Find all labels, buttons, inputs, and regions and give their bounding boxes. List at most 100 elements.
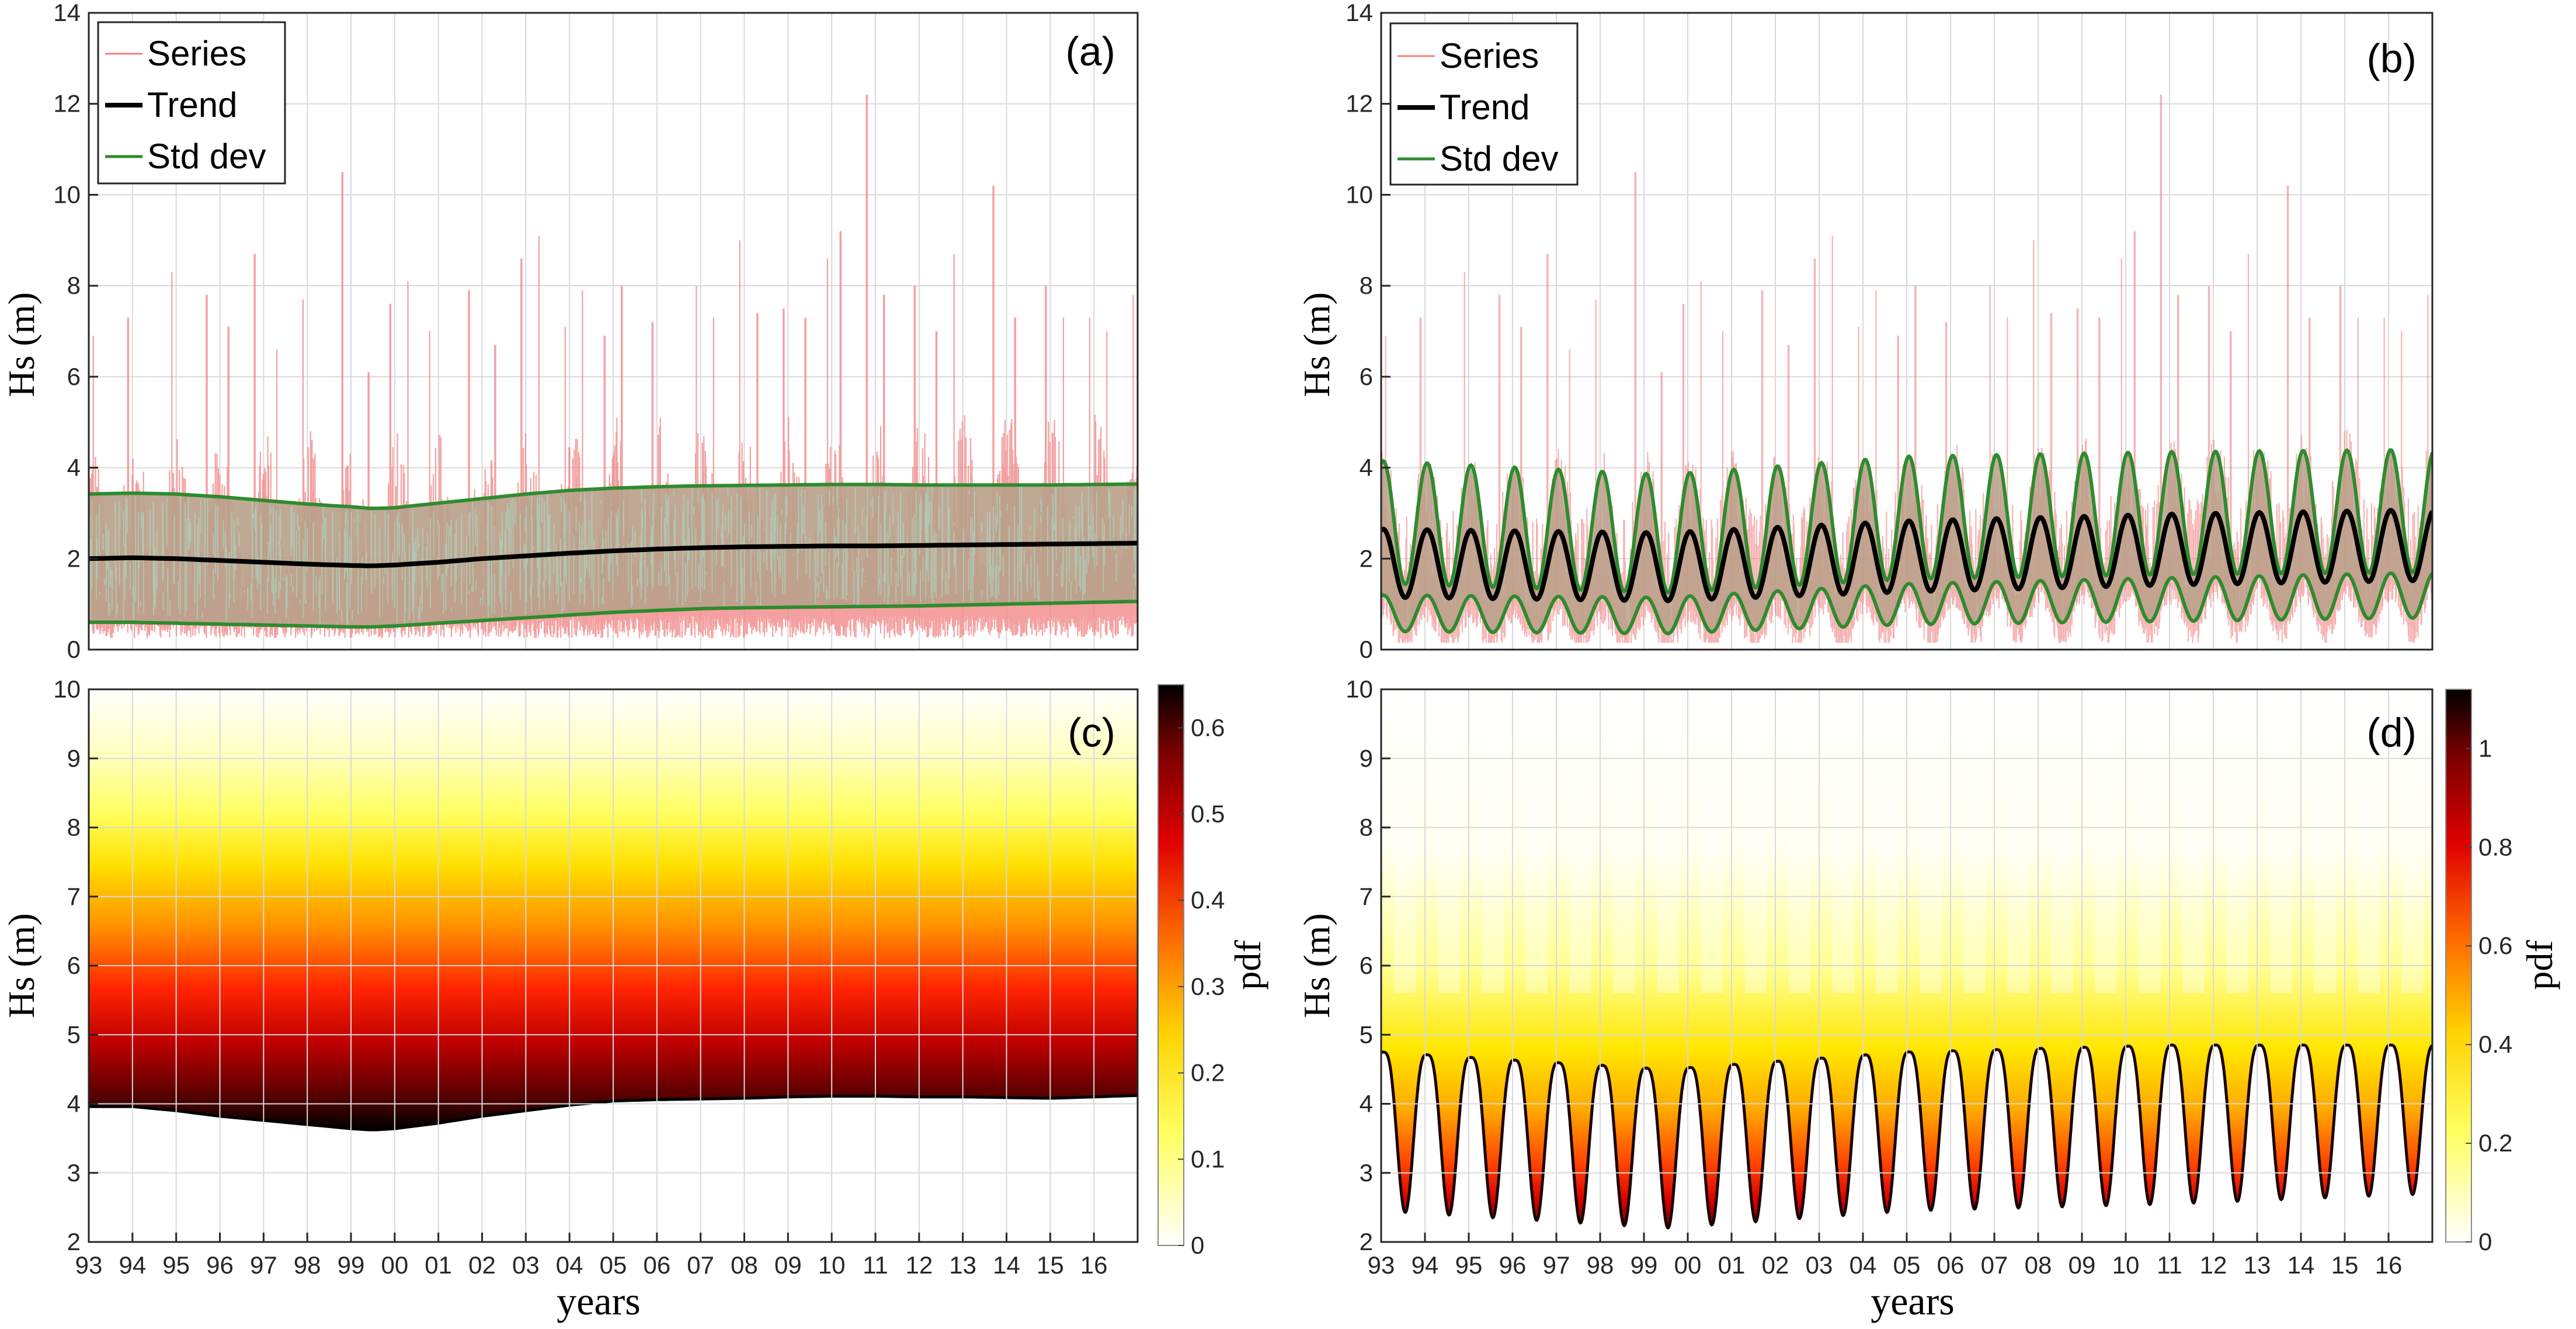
x-tick-label: 16 — [1080, 1251, 1108, 1279]
y-tick-label: 6 — [1360, 363, 1373, 390]
y-tick-label: 2 — [67, 544, 81, 572]
y-tick-label: 2 — [67, 1228, 81, 1255]
x-tick-label: 11 — [863, 1251, 888, 1279]
summer-stripe — [1569, 689, 1591, 994]
x-tick-label: 11 — [2157, 1251, 2182, 1279]
panel-b-stddev-lower-line — [1381, 571, 2432, 636]
summer-stripe — [1482, 689, 1504, 994]
y-tick-label: 0 — [1360, 636, 1373, 663]
x-tick-label: 01 — [1718, 1251, 1746, 1279]
panel-d-y-ticks: 2 3 4 5 6 7 8 9 10 — [1346, 675, 1390, 1255]
x-tick-label: 04 — [556, 1251, 583, 1279]
panel-b-y-ticks: 0 2 4 6 8 10 12 14 — [1346, 0, 1390, 663]
colorbar-tick-label: 0.6 — [1191, 714, 1225, 741]
x-tick-label: 13 — [2244, 1251, 2271, 1279]
x-tick-label: 03 — [1806, 1251, 1833, 1279]
panel-d-ylabel: Hs (m) — [1296, 913, 1337, 1018]
colorbar-tick-label: 0 — [2478, 1228, 2492, 1255]
colorbar-tick-label: 0.4 — [2478, 1030, 2512, 1058]
panel-a-stddev-upper-line — [89, 482, 1138, 511]
x-tick-label: 02 — [468, 1251, 496, 1279]
x-tick-label: 03 — [512, 1251, 540, 1279]
x-tick-label: 16 — [2375, 1251, 2403, 1279]
x-tick-label: 99 — [1631, 1251, 1658, 1279]
panel-b-stddev-upper-line — [1381, 448, 2432, 595]
x-tick-label: 04 — [1850, 1251, 1877, 1279]
summer-stripe — [2401, 689, 2424, 994]
y-tick-label: 4 — [1360, 1090, 1373, 1118]
y-tick-label: 12 — [53, 90, 81, 117]
x-tick-label: 12 — [2200, 1251, 2227, 1279]
y-tick-label: 8 — [67, 814, 81, 841]
legend-series-label: Series — [1440, 36, 1539, 75]
y-tick-label: 5 — [67, 1021, 81, 1048]
panel-c-ylabel: Hs (m) — [1, 913, 42, 1018]
y-tick-label: 12 — [1346, 90, 1373, 117]
x-tick-label: 96 — [206, 1251, 234, 1279]
colorbar-tick-label: 0.2 — [2478, 1129, 2512, 1157]
legend-stddev-label: Std dev — [1440, 139, 1558, 178]
summer-stripe — [1701, 689, 1723, 994]
x-tick-label: 93 — [75, 1251, 103, 1279]
panel-d-colorbar — [2445, 689, 2472, 1243]
panel-b-stddev-band — [1381, 450, 2432, 634]
colorbar-tick-label: 0.5 — [1191, 800, 1225, 828]
summer-stripe — [1920, 689, 1942, 994]
panel-d-x-ticks: 93 94 95 96 97 98 99 00 01 02 03 04 05 06 07 08 09 10 11 12… — [1368, 1233, 2403, 1279]
panel-d-colorbar-label: pdf — [2519, 940, 2560, 990]
x-tick-label: 97 — [250, 1251, 277, 1279]
y-tick-label: 6 — [67, 363, 81, 390]
summer-stripe — [1963, 689, 1986, 994]
x-tick-label: 05 — [600, 1251, 627, 1279]
panel-d-grid — [1381, 689, 2432, 1243]
panel-a-ylabel: Hs (m) — [1, 292, 42, 397]
x-tick-label: 08 — [2025, 1251, 2052, 1279]
y-tick-label: 2 — [1360, 544, 1373, 572]
x-tick-label: 96 — [1499, 1251, 1527, 1279]
x-tick-label: 02 — [1762, 1251, 1789, 1279]
panel-b-trend-line — [1381, 508, 2432, 603]
x-tick-label: 06 — [643, 1251, 670, 1279]
y-tick-label: 14 — [1346, 0, 1373, 26]
y-tick-label: 3 — [67, 1159, 81, 1186]
x-tick-label: 07 — [1981, 1251, 2008, 1279]
panel-d-xlabel: years — [1871, 1279, 1954, 1323]
x-tick-label: 09 — [2069, 1251, 2096, 1279]
legend-series-label: Series — [147, 34, 246, 73]
x-tick-label: 15 — [1037, 1251, 1064, 1279]
y-tick-label: 14 — [53, 0, 81, 26]
y-tick-label: 10 — [1346, 181, 1373, 208]
panel-a-y-ticks: 0 2 4 6 8 10 12 14 — [53, 0, 98, 663]
summer-stripe — [2358, 689, 2380, 994]
x-tick-label: 00 — [1674, 1251, 1702, 1279]
panel-a-label: (a) — [1065, 29, 1115, 74]
x-tick-label: 05 — [1893, 1251, 1921, 1279]
panel-b-ylabel: Hs (m) — [1296, 292, 1337, 397]
y-tick-label: 4 — [67, 454, 81, 481]
summer-stripe — [1832, 689, 1854, 994]
band-noise — [89, 484, 1138, 626]
y-tick-label: 6 — [1360, 952, 1373, 979]
legend-trend-label: Trend — [1440, 88, 1530, 127]
panel-a-stddev-lower-line — [89, 599, 1138, 629]
y-tick-label: 2 — [1360, 1228, 1373, 1255]
x-tick-label: 14 — [2288, 1251, 2315, 1279]
panel-d-colorbar-ticks: 0 0.2 0.4 0.6 0.8 1 — [2466, 734, 2512, 1255]
y-tick-label: 0 — [67, 636, 81, 663]
panel-c-label: (c) — [1068, 710, 1115, 755]
y-tick-label: 10 — [1346, 675, 1373, 703]
y-tick-label: 10 — [53, 675, 81, 703]
colorbar-tick-label: 1 — [2478, 734, 2492, 762]
panel-a-band-noise — [89, 484, 1138, 626]
colorbar-tick-label: 0.3 — [1191, 973, 1225, 1000]
x-tick-label: 93 — [1368, 1251, 1395, 1279]
x-tick-label: 95 — [162, 1251, 190, 1279]
summer-stripe — [2314, 689, 2336, 994]
x-tick-label: 10 — [2112, 1251, 2140, 1279]
summer-stripe — [2182, 689, 2205, 994]
colorbar-tick-label: 0 — [1191, 1231, 1204, 1259]
summer-stripe — [2139, 689, 2161, 994]
panel-a-legend: Series Trend Std dev — [97, 21, 286, 185]
summer-stripe — [1788, 689, 1810, 994]
